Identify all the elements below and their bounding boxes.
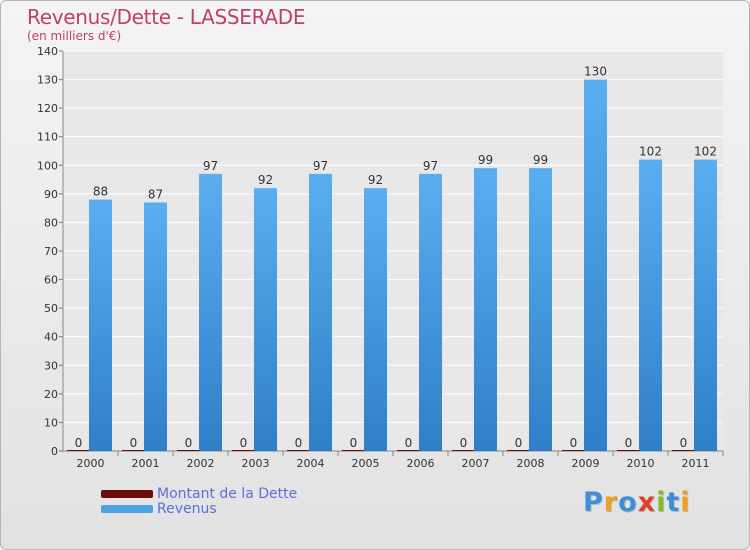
logo-letter: t [666, 487, 681, 518]
data-label-revenus: 97 [423, 159, 438, 173]
bar-dette [232, 450, 255, 451]
y-tick-label: 30 [44, 359, 58, 372]
y-tick-label: 80 [44, 216, 58, 229]
data-label-dette: 0 [240, 436, 248, 450]
data-label-revenus: 102 [639, 145, 662, 159]
data-label-dette: 0 [680, 436, 688, 450]
data-label-dette: 0 [130, 436, 138, 450]
logo-letter: o [618, 487, 638, 518]
logo-letter: x [637, 487, 657, 518]
x-tick-label: 2010 [627, 457, 655, 470]
bar-dette [342, 450, 365, 451]
x-tick-label: 2001 [132, 457, 160, 470]
bar-revenus [529, 168, 552, 451]
data-label-dette: 0 [570, 436, 578, 450]
chart-subtitle: (en milliers d'€) [27, 29, 122, 43]
data-label-dette: 0 [515, 436, 523, 450]
y-tick-label: 40 [44, 331, 58, 344]
data-label-revenus: 130 [584, 65, 607, 79]
bar-dette [397, 450, 420, 451]
y-tick-label: 0 [51, 445, 58, 458]
data-label-dette: 0 [460, 436, 468, 450]
data-label-revenus: 97 [313, 159, 328, 173]
data-label-dette: 0 [405, 436, 413, 450]
y-tick-label: 140 [37, 45, 58, 58]
data-label-dette: 0 [185, 436, 193, 450]
bar-revenus [254, 188, 277, 451]
legend-label-revenus: Revenus [157, 501, 217, 517]
data-label-dette: 0 [295, 436, 303, 450]
bar-revenus [584, 79, 607, 452]
data-label-dette: 0 [625, 436, 633, 450]
proxiti-logo: Proxiti [583, 487, 691, 518]
x-tick-label: 2007 [462, 457, 490, 470]
x-tick-label: 2003 [242, 457, 270, 470]
bar-revenus [419, 173, 442, 451]
bar-dette [122, 450, 145, 451]
legend-swatch-revenus [101, 505, 153, 513]
bar-dette [617, 450, 640, 451]
data-label-revenus: 87 [148, 187, 163, 201]
data-label-revenus: 99 [478, 153, 493, 167]
y-tick-label: 120 [37, 102, 58, 115]
bar-revenus [144, 202, 167, 451]
bar-revenus [694, 159, 717, 452]
data-label-revenus: 99 [533, 153, 548, 167]
y-tick-label: 100 [37, 159, 58, 172]
data-label-revenus: 88 [93, 185, 108, 199]
data-label-revenus: 92 [258, 173, 273, 187]
logo-letter: P [583, 487, 604, 518]
bar-revenus [309, 173, 332, 451]
y-tick-label: 60 [44, 274, 58, 287]
legend-swatch-dette [101, 490, 153, 498]
y-tick-label: 70 [44, 245, 58, 258]
logo-letter: i [656, 487, 667, 518]
y-tick-label: 110 [37, 131, 58, 144]
x-tick-label: 2011 [682, 457, 710, 470]
bar-dette [452, 450, 475, 451]
bar-revenus [89, 199, 112, 451]
bar-dette [672, 450, 695, 451]
data-label-dette: 0 [75, 436, 83, 450]
x-tick-label: 2008 [517, 457, 545, 470]
legend-label-dette: Montant de la Dette [157, 486, 298, 502]
y-tick-label: 130 [37, 74, 58, 87]
y-tick-label: 50 [44, 302, 58, 315]
data-label-dette: 0 [350, 436, 358, 450]
y-tick-label: 90 [44, 188, 58, 201]
logo-letter: i [680, 487, 691, 518]
y-tick-label: 20 [44, 388, 58, 401]
bar-dette [287, 450, 310, 451]
bar-dette [177, 450, 200, 451]
x-tick-label: 2004 [297, 457, 325, 470]
chart-title: Revenus/Dette - LASSERADE [27, 5, 306, 29]
x-tick-label: 2002 [187, 457, 215, 470]
bar-dette [507, 450, 530, 451]
bar-revenus [199, 173, 222, 451]
x-tick-label: 2000 [77, 457, 105, 470]
data-label-revenus: 97 [203, 159, 218, 173]
x-tick-label: 2009 [572, 457, 600, 470]
x-tick-label: 2005 [352, 457, 380, 470]
bar-revenus [364, 188, 387, 451]
data-label-revenus: 102 [694, 145, 717, 159]
x-tick-label: 2006 [407, 457, 435, 470]
logo-letter: r [603, 487, 619, 518]
bar-dette [562, 450, 585, 451]
data-label-revenus: 92 [368, 173, 383, 187]
bar-revenus [639, 159, 662, 452]
bar-revenus [474, 168, 497, 451]
bar-dette [67, 450, 90, 451]
y-tick-label: 10 [44, 416, 58, 429]
